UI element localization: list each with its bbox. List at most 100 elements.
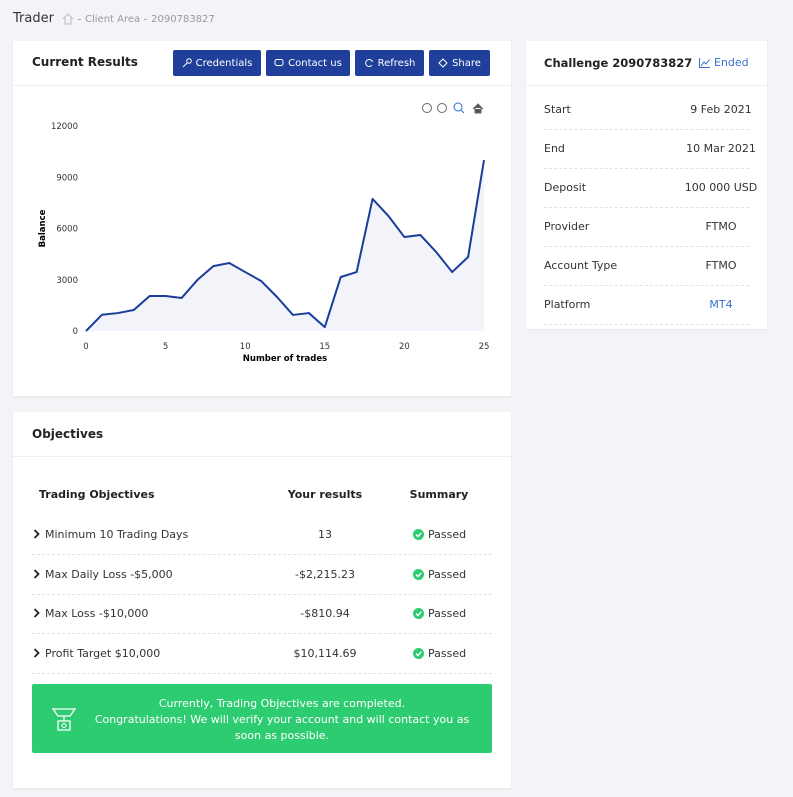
- card-title: Challenge 2090783827: [544, 56, 693, 70]
- objective-summary: Passed: [413, 515, 466, 554]
- status-text: Passed: [428, 646, 467, 660]
- results-card: Current Results Credentials Contact us R…: [13, 41, 511, 396]
- status: Ended: [699, 56, 749, 69]
- x-tick-label: 10: [240, 342, 251, 352]
- objective-name: Minimum 10 Trading Days: [45, 528, 189, 541]
- breadcrumb-item[interactable]: Client Area: [85, 14, 141, 25]
- objective-result: -$810.94: [300, 607, 350, 620]
- info-value: 10 Mar 2021: [686, 142, 756, 155]
- chevron: [33, 529, 40, 539]
- check: [415, 532, 422, 538]
- info-row: Start 9 Feb 2021: [544, 90, 752, 130]
- chevron: [33, 568, 40, 579]
- objective-result: 13: [318, 528, 332, 541]
- expand-icon: [33, 647, 40, 658]
- card-title: Objectives: [32, 427, 104, 441]
- objective-name: Max Loss -$10,000: [45, 607, 149, 620]
- objective-name: Profit Target $10,000: [45, 646, 161, 660]
- status-text: Passed: [428, 567, 467, 581]
- objective-row[interactable]: Max Loss -$10,000 -$810.94 Passed: [32, 594, 492, 634]
- card-title: Current Results: [32, 55, 138, 69]
- info-value: 100 000 USD: [684, 181, 758, 194]
- check-circle: [413, 568, 424, 580]
- objective-row[interactable]: Profit Target $10,000 $10,114.69 Passed: [32, 634, 492, 674]
- page-title: Trader: [13, 11, 54, 26]
- objective-row[interactable]: Minimum 10 Trading Days 13 Passed: [32, 515, 492, 555]
- expand-icon: [33, 568, 40, 579]
- info-row: Deposit 100 000 USD: [544, 168, 757, 208]
- objective-summary: Passed: [413, 555, 466, 594]
- info-value: FTMO: [705, 259, 737, 272]
- chevron: [33, 647, 40, 658]
- check-icon: [413, 568, 424, 580]
- status-text: Ended: [714, 56, 749, 69]
- info-row: Account Type FTMO: [544, 246, 749, 286]
- objective-summary: Passed: [413, 594, 466, 633]
- x-axis-label: Number of trades: [243, 354, 327, 364]
- home-icon[interactable]: [62, 13, 74, 25]
- challenge-card: Challenge 2090783827 Ended Start 9 Feb 20…: [526, 41, 767, 329]
- banner-icon: [51, 708, 77, 731]
- check: [415, 650, 422, 656]
- check-icon: [413, 529, 424, 540]
- info-label: End: [544, 142, 565, 155]
- check-circle: [413, 529, 424, 540]
- success-banner: Currently, Trading Objectives are comple…: [32, 684, 492, 753]
- y-tick-label: 3000: [56, 276, 78, 286]
- objective-result: $10,114.69: [293, 646, 357, 660]
- y-axis-label: Balance: [38, 209, 48, 247]
- banner-text: Congratulations! We will verify your acc…: [94, 713, 470, 726]
- refresh-button[interactable]: Refresh: [355, 50, 424, 76]
- breadcrumb-item: 2090783827: [151, 14, 215, 25]
- objective-summary: Passed: [413, 634, 466, 673]
- objective-result: -$2,215.23: [295, 567, 355, 581]
- info-label: Start: [544, 103, 571, 116]
- info-label: Provider: [544, 220, 590, 233]
- x-tick-label: 0: [83, 342, 88, 352]
- check-circle: [413, 647, 424, 659]
- y-tick-label: 9000: [56, 173, 78, 183]
- y-tick-label: 12000: [51, 122, 78, 132]
- info-value: MT4: [709, 298, 733, 311]
- info-label: Deposit: [544, 181, 587, 194]
- status-text: Passed: [428, 528, 467, 541]
- check-icon: [413, 647, 424, 659]
- x-tick-label: 5: [163, 342, 168, 352]
- column-header: Your results: [287, 488, 363, 501]
- button-label: Contact us: [288, 57, 342, 69]
- info-label: Account Type: [544, 259, 618, 272]
- chart-toolbar[interactable]: [422, 102, 484, 114]
- x-tick-label: 15: [319, 342, 330, 352]
- info-label: Platform: [544, 298, 591, 311]
- status-text: Passed: [428, 607, 467, 620]
- y-tick-label: 6000: [56, 225, 78, 235]
- button-label: Share: [452, 57, 481, 69]
- line: [85, 159, 485, 332]
- info-value: 9 Feb 2021: [690, 103, 752, 116]
- x-tick-label: 20: [399, 342, 410, 352]
- y-tick-label: 0: [73, 327, 78, 337]
- breadcrumb: Client Area 2090783827: [78, 14, 215, 25]
- objective-row[interactable]: Max Daily Loss -$5,000 -$2,215.23 Passed: [32, 555, 492, 595]
- check: [415, 611, 422, 617]
- contact-button[interactable]: Contact us: [266, 50, 350, 76]
- credentials-button[interactable]: Credentials: [173, 50, 261, 76]
- button-label: Refresh: [377, 57, 416, 69]
- column-header: Summary: [409, 488, 469, 501]
- check-circle: [413, 608, 424, 619]
- column-header: Trading Objectives: [39, 488, 155, 501]
- chevron: [33, 608, 40, 618]
- banner-text: soon as possible.: [234, 729, 330, 742]
- objective-name: Max Daily Loss -$5,000: [45, 567, 173, 581]
- button-label: Credentials: [195, 57, 253, 69]
- chart: 0 3000 6000 9000 12000 0 5 10 15 20 25 Number of tr…: [38, 102, 489, 364]
- expand-icon: [33, 608, 40, 618]
- area-fill: [86, 159, 484, 331]
- info-row: End 10 Mar 2021: [544, 129, 756, 169]
- info-row: Platform MT4: [544, 285, 749, 325]
- check-icon: [413, 608, 424, 619]
- info-row: Provider FTMO: [544, 207, 749, 247]
- info-value: FTMO: [705, 220, 737, 233]
- share-button[interactable]: Share: [429, 50, 490, 76]
